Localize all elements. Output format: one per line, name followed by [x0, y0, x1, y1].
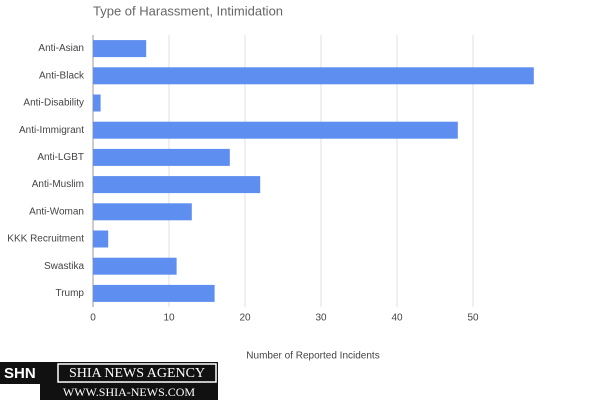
watermark-frame [57, 363, 217, 383]
watermark-url: WWW.SHIA-NEWS.COM [63, 385, 196, 399]
bar [93, 40, 147, 58]
watermark-url-box [40, 384, 218, 400]
y-tick-label: Anti-LGBT [37, 152, 84, 163]
bar [93, 257, 177, 275]
bar [93, 148, 230, 166]
chart-title: Type of Harassment, Intimidation [93, 3, 283, 18]
x-tick-label: 20 [239, 313, 251, 324]
y-tick-label: Anti-Disability [23, 98, 84, 109]
bar [93, 121, 458, 139]
y-tick-label: KKK Recruitment [7, 234, 84, 245]
y-tick-label: Trump [55, 288, 84, 299]
watermark-name: SHIA NEWS AGENCY [69, 366, 205, 381]
x-axis-title: Number of Reported Incidents [246, 351, 379, 362]
x-tick-label: 50 [467, 313, 479, 324]
y-tick-label: Anti-Black [39, 70, 85, 81]
bar [93, 203, 192, 221]
watermark-box [0, 362, 218, 384]
y-tick-label: Anti-Woman [29, 206, 84, 217]
bar [93, 67, 534, 85]
x-tick-label: 30 [315, 313, 327, 324]
y-tick-label: Anti-Immigrant [19, 125, 84, 136]
y-tick-label: Swastika [44, 261, 84, 272]
x-tick-label: 0 [90, 313, 96, 324]
x-tick-label: 40 [391, 313, 403, 324]
x-tick-label: 10 [163, 313, 175, 324]
y-tick-label: Anti-Asian [38, 43, 84, 54]
bar [93, 94, 101, 112]
bar [93, 176, 261, 194]
y-tick-label: Anti-Muslim [32, 179, 84, 190]
bar [93, 230, 109, 248]
bar [93, 284, 215, 302]
watermark-short: SHN [4, 365, 36, 382]
